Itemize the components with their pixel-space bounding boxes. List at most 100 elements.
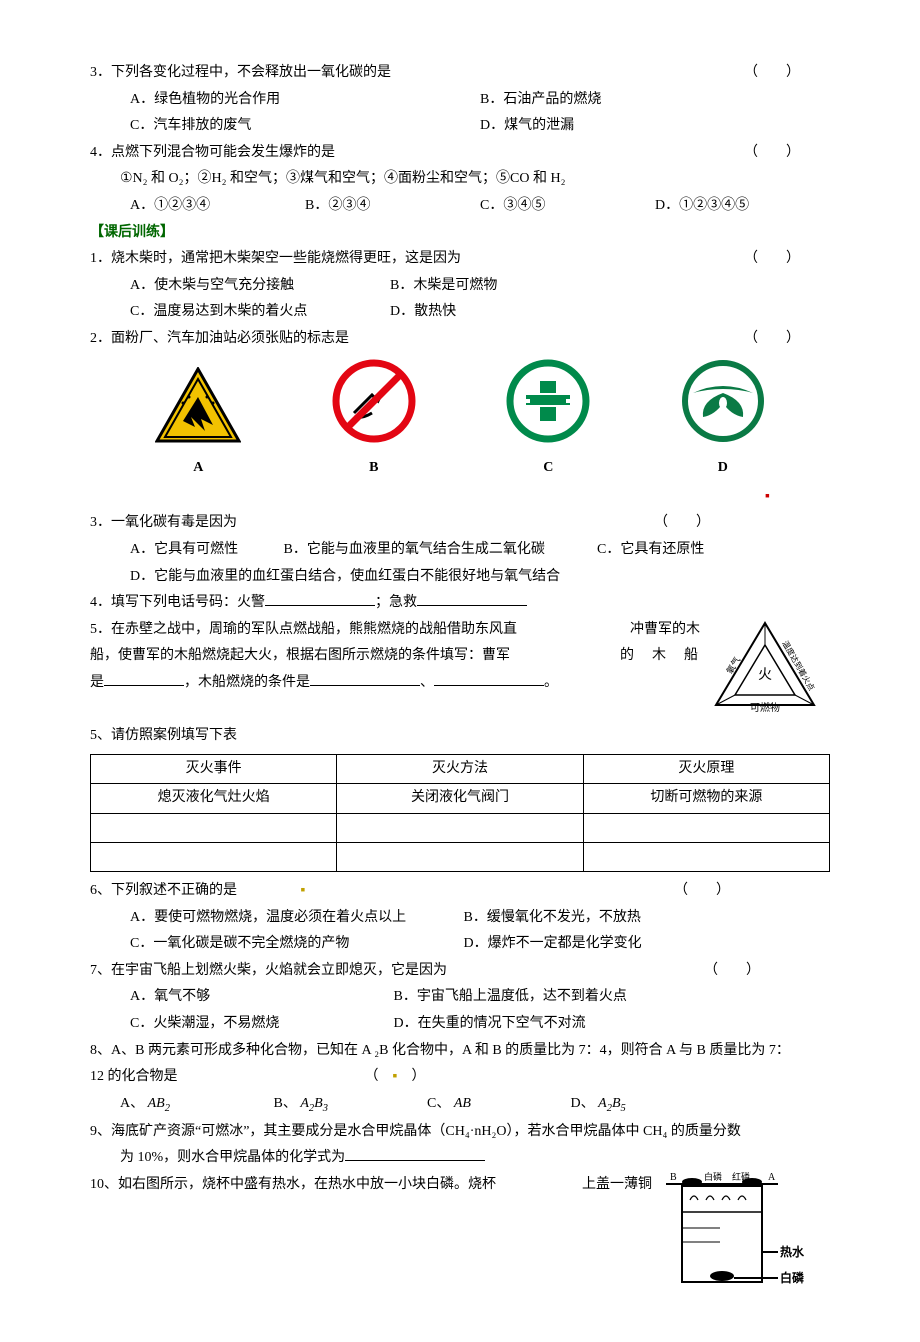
beaker-icon: B 白磷 红磷 A 热水 白磷 xyxy=(660,1172,810,1292)
p2-text: 2．面粉厂、汽车加油站必须张贴的标志是 xyxy=(90,331,349,346)
green-food-icon xyxy=(681,359,765,443)
p1-text: 1．烧木柴时，通常把木柴架空一些能烧燃得更旺，这是因为 xyxy=(90,251,461,266)
p5-blank3[interactable] xyxy=(434,671,544,686)
q4-text: 4．点燃下列混合物可能会发生爆炸的是 xyxy=(90,145,335,160)
p7-A: A．氧气不够 xyxy=(130,984,390,1011)
q4-C: C．③④⑤ xyxy=(480,193,655,220)
p1-row1: A．使木柴与空气充分接触 B．木柴是可燃物 xyxy=(90,273,830,300)
p1-row2: C．温度易达到木柴的着火点 D．散热快 xyxy=(90,299,830,326)
p7-row1: A．氧气不够 B．宇宙飞船上温度低，达不到着火点 xyxy=(90,984,830,1011)
p3-B: B．它能与血液里的氧气结合生成二氧化碳 xyxy=(284,537,594,564)
p4-mid: ；急救 xyxy=(375,595,417,610)
p8-paren-open: （ xyxy=(365,1069,393,1084)
p8-B: B、 A2B3 xyxy=(274,1091,424,1119)
p5-l1b: 冲曹军的木 xyxy=(630,617,700,644)
table-header-row: 灭火事件 灭火方法 灭火原理 xyxy=(91,754,830,784)
blank-cell[interactable] xyxy=(91,843,337,872)
p6-text: 6、下列叙述不正确的是 xyxy=(90,883,237,898)
q3-text: 3．下列各变化过程中，不会释放出一氧化碳的是 xyxy=(90,65,391,80)
q3-C: C．汽车排放的废气 xyxy=(130,113,480,140)
env-mark-icon xyxy=(506,359,590,443)
p7-stem: 7、在宇宙飞船上划燃火柴，火焰就会立即熄灭，它是因为 （ ） xyxy=(90,958,830,985)
p3-C: C．它具有还原性 xyxy=(597,542,704,557)
p2-paren: （ ） xyxy=(744,326,800,353)
table-row xyxy=(91,843,830,872)
p1-C: C．温度易达到木柴的着火点 xyxy=(130,299,390,326)
extinguish-table: 灭火事件 灭火方法 灭火原理 熄灭液化气灶火焰 关闭液化气阀门 切断可燃物的来源 xyxy=(90,754,830,872)
explosion-warning-icon xyxy=(155,367,241,443)
p2-signs-row: A B C xyxy=(90,353,830,486)
p5-l3d: 。 xyxy=(544,675,558,690)
dot-icon: ▪ xyxy=(301,883,306,898)
sign-D-label: D xyxy=(681,455,765,482)
p3-row1: A．它具有可燃性 B．它能与血液里的氧气结合生成二氧化碳 C．它具有还原性 xyxy=(90,537,830,564)
p1-D: D．散热快 xyxy=(390,299,590,326)
beaker-figure: B 白磷 红磷 A 热水 白磷 xyxy=(660,1172,810,1303)
p5b-stem: 5、请仿照案例填写下表 xyxy=(90,723,830,750)
th-principle: 灭火原理 xyxy=(583,754,829,784)
th-event: 灭火事件 xyxy=(91,754,337,784)
blank-cell[interactable] xyxy=(91,814,337,843)
sign-A: A xyxy=(155,367,241,482)
q4-D: D．①②③④⑤ xyxy=(655,193,830,220)
r1c3: 切断可燃物的来源 xyxy=(583,784,829,814)
p8-l2a: 12 的化合物是 xyxy=(90,1069,178,1084)
p4-blank2[interactable] xyxy=(417,591,527,606)
p9-l2-text: 为 10%，则水合甲烷晶体的化学式为 xyxy=(120,1150,345,1165)
sign-C-label: C xyxy=(506,455,590,482)
q4-B: B．②③④ xyxy=(305,193,480,220)
p6-D: D．爆炸不一定都是化学变化 xyxy=(464,936,642,951)
p1-A: A．使木柴与空气充分接触 xyxy=(130,273,390,300)
p9-blank[interactable] xyxy=(345,1146,485,1161)
q4-items: ①N₂ 和 O₂；②H₂ 和空气；③煤气和空气；④面粉尘和空气；⑤CO 和 H₂ xyxy=(90,166,830,193)
p5-blank2[interactable] xyxy=(310,671,420,686)
sign-C: C xyxy=(506,359,590,482)
p10-block: B 白磷 红磷 A 热水 白磷 10、如右图所示，烧杯中盛有热水，在热水中放一小… xyxy=(90,1172,830,1303)
p5-blank1[interactable] xyxy=(104,671,184,686)
p6-B: B．缓慢氧化不发光，不放热 xyxy=(464,910,641,925)
p6-paren: （ ） xyxy=(674,878,730,905)
q3-B: B．石油产品的燃烧 xyxy=(480,87,830,114)
fire-triangle: 火 可燃物 氧气 温度达到着火点 xyxy=(710,617,820,724)
p3-A: A．它具有可燃性 xyxy=(130,537,280,564)
blank-cell[interactable] xyxy=(583,814,829,843)
blank-cell[interactable] xyxy=(583,843,829,872)
p8-l2: 12 的化合物是 （ ▪ ） xyxy=(90,1064,830,1091)
svg-text:红磷: 红磷 xyxy=(732,1172,750,1182)
svg-text:白磷: 白磷 xyxy=(780,1270,805,1285)
p4-pre: 4．填写下列电话号码：火警 xyxy=(90,595,265,610)
p1-B: B．木柴是可燃物 xyxy=(390,273,590,300)
p3-D: D．它能与血液里的血红蛋白结合，使血红蛋白不能很好地与氧气结合 xyxy=(90,564,830,591)
p8-D: D、 A2B5 xyxy=(571,1091,626,1119)
table-row: 熄灭液化气灶火焰 关闭液化气阀门 切断可燃物的来源 xyxy=(91,784,830,814)
th-method: 灭火方法 xyxy=(337,754,583,784)
p8-l1: 8、A、B 两元素可形成多种化合物，已知在 A ₂B 化合物中，A 和 B 的质… xyxy=(90,1038,830,1065)
no-smoking-icon xyxy=(332,359,416,443)
p4-line: 4．填写下列电话号码：火警 ；急救 xyxy=(90,590,830,617)
q3-stem: 3．下列各变化过程中，不会释放出一氧化碳的是 （ ） xyxy=(90,60,830,87)
q3-paren: （ ） xyxy=(744,60,800,87)
p6-A: A．要使可燃物燃烧，温度必须在着火点以上 xyxy=(130,905,460,932)
p7-row2: C．火柴潮湿，不易燃烧 D．在失重的情况下空气不对流 xyxy=(90,1011,830,1038)
q4-paren: （ ） xyxy=(744,140,800,167)
sign-A-label: A xyxy=(155,455,241,482)
q4-stem: 4．点燃下列混合物可能会发生爆炸的是 （ ） xyxy=(90,140,830,167)
section-heading: 【课后训练】 xyxy=(90,220,830,247)
p5-block: 火 可燃物 氧气 温度达到着火点 5．在赤壁之战中，周瑜的军队点燃战船，熊熊燃烧… xyxy=(90,617,830,724)
p5-l3b: ，木船燃烧的条件是 xyxy=(184,675,310,690)
p4-blank1[interactable] xyxy=(265,591,375,606)
sign-B: B xyxy=(332,359,416,482)
svg-text:白磷: 白磷 xyxy=(704,1172,722,1182)
p8-A: A、 AB2 xyxy=(120,1091,270,1119)
p5-l1a: 5．在赤壁之战中，周瑜的军队点燃战船，熊熊燃烧的战船借助东风直 xyxy=(90,622,517,637)
p8-C: C、 AB xyxy=(427,1091,567,1118)
p7-paren: （ ） xyxy=(704,958,760,985)
p7-D: D．在失重的情况下空气不对流 xyxy=(394,1016,586,1031)
blank-cell[interactable] xyxy=(337,843,583,872)
p1-paren: （ ） xyxy=(744,246,800,273)
p6-stem: 6、下列叙述不正确的是 ▪ （ ） xyxy=(90,878,830,905)
fire-triangle-icon: 火 可燃物 氧气 温度达到着火点 xyxy=(710,617,820,713)
p10-b: 上盖一薄铜 xyxy=(582,1172,652,1199)
blank-cell[interactable] xyxy=(337,814,583,843)
p10-a: 10、如右图所示，烧杯中盛有热水，在热水中放一小块白磷。烧杯 xyxy=(90,1177,496,1192)
